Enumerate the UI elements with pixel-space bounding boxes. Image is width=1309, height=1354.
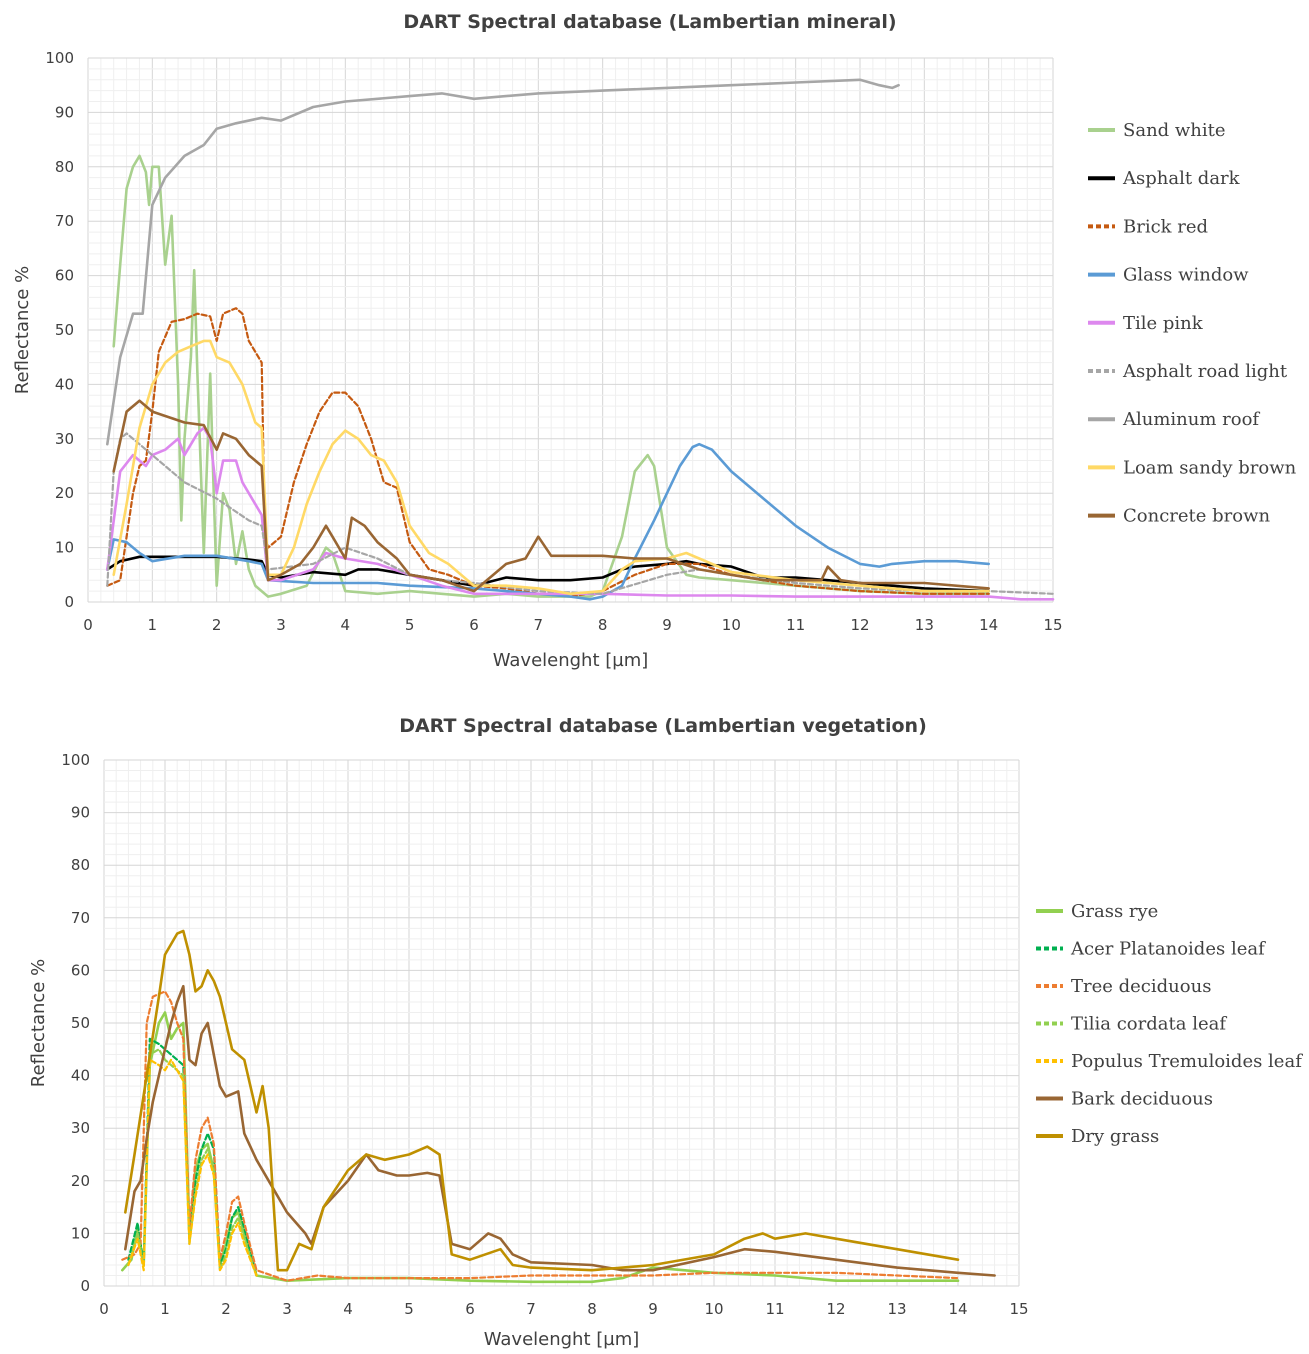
y-tick-label: 60 (55, 267, 74, 285)
x-tick-label: 7 (526, 1300, 536, 1318)
x-tick-label: 10 (722, 616, 741, 634)
series-line-sand-white (112, 154, 990, 598)
x-tick-label: 1 (148, 616, 158, 634)
x-tick-label: 13 (915, 616, 934, 634)
x-tick-label: 1 (160, 1300, 170, 1318)
legend-entry: Tree deciduous (1071, 976, 1211, 997)
y-tick-label: 40 (55, 375, 74, 393)
legend-entry: Loam sandy brown (1123, 457, 1297, 478)
y-tick-label: 90 (55, 103, 74, 121)
x-tick-label: 3 (282, 1300, 292, 1318)
legend-entry: Acer Platanoides leaf (1070, 939, 1266, 960)
y-tick-label: 100 (61, 751, 90, 769)
legend-entry: Asphalt dark (1122, 168, 1241, 189)
legend-entry: Tile pink (1123, 313, 1204, 334)
legend-entry: Concrete brown (1123, 506, 1271, 527)
x-tick-label: 11 (765, 1300, 784, 1318)
series-line-aluminum-roof (106, 78, 900, 446)
legend-entry: Tilia cordata leaf (1071, 1014, 1227, 1035)
series-line-brick-red (106, 307, 990, 598)
x-tick-label: 2 (212, 616, 222, 634)
x-tick-label: 6 (469, 616, 479, 634)
y-tick-label: 20 (55, 484, 74, 502)
y-tick-label: 30 (71, 1119, 90, 1137)
x-tick-label: 13 (887, 1300, 906, 1318)
series-line-glass-window (106, 442, 990, 601)
chart-title: DART Spectral database (Lambertian veget… (399, 715, 927, 737)
y-axis-label: Reflectance % (28, 959, 49, 1087)
x-axis-label: Wavelenght [µm] (484, 1329, 640, 1350)
y-tick-label: 0 (64, 593, 74, 611)
series-line-populus-tremuloides-leaf (127, 1058, 258, 1277)
y-tick-label: 80 (55, 158, 74, 176)
legend-entry: Sand white (1123, 120, 1226, 141)
x-tick-label: 8 (587, 1300, 597, 1318)
y-tick-label: 40 (71, 1067, 90, 1085)
legend: Sand white Asphalt dark Brick red Glass win… (1088, 120, 1297, 527)
x-tick-label: 7 (534, 616, 544, 634)
x-tick-label: 5 (405, 616, 415, 634)
y-tick-label: 0 (80, 1277, 90, 1295)
x-axis-label: Wavelenght [µm] (493, 650, 649, 671)
x-tick-label: 5 (404, 1300, 414, 1318)
y-tick-label: 10 (55, 539, 74, 557)
y-tick-label: 100 (45, 49, 74, 67)
series-line-concrete-brown (112, 399, 990, 593)
x-tick-label: 6 (465, 1300, 475, 1318)
x-tick-label: 14 (948, 1300, 967, 1318)
chart-title: DART Spectral database (Lambertian miner… (403, 11, 896, 33)
legend-entry: Brick red (1123, 216, 1208, 237)
legend: Grass rye Acer Platanoides leaf Tree decid… (1036, 901, 1303, 1147)
x-tick-label: 9 (662, 616, 672, 634)
x-tick-label: 15 (1009, 1300, 1028, 1318)
x-tick-label: 15 (1043, 616, 1062, 634)
legend-entry: Dry grass (1071, 1126, 1159, 1147)
legend-entry: Grass rye (1071, 901, 1158, 922)
x-tick-label: 12 (826, 1300, 845, 1318)
x-tick-label: 0 (99, 1300, 109, 1318)
x-tick-label: 0 (83, 616, 93, 634)
y-axis-label: Reflectance % (12, 266, 33, 394)
x-tick-label: 4 (343, 1300, 353, 1318)
y-tick-label: 50 (71, 1014, 90, 1032)
y-tick-label: 80 (71, 856, 90, 874)
y-tick-label: 20 (71, 1172, 90, 1190)
x-tick-label: 3 (276, 616, 286, 634)
series-lines (106, 78, 1055, 601)
legend-entry: Glass window (1123, 265, 1249, 286)
x-tick-label: 2 (221, 1300, 231, 1318)
x-tick-label: 4 (341, 616, 351, 634)
series-line-tile-pink (106, 426, 1055, 601)
legend-entry: Populus Tremuloides leaf (1071, 1051, 1303, 1072)
x-tick-label: 11 (786, 616, 805, 634)
legend-entry: Asphalt road light (1122, 361, 1288, 382)
y-tick-label: 50 (55, 321, 74, 339)
x-tick-label: 12 (850, 616, 869, 634)
chart-2: DART Spectral database (Lambertian veget… (28, 715, 1303, 1350)
series-line-dry-grass (124, 929, 960, 1272)
series-line-tree-deciduous (121, 990, 960, 1282)
series-line-bark-deciduous (124, 984, 996, 1277)
legend-entry: Aluminum roof (1122, 409, 1260, 430)
gridlines (87, 57, 1054, 603)
y-tick-label: 70 (71, 909, 90, 927)
y-tick-label: 70 (55, 212, 74, 230)
y-tick-label: 30 (55, 430, 74, 448)
y-tick-label: 60 (71, 961, 90, 979)
chart-1: DART Spectral database (Lambertian miner… (12, 11, 1297, 671)
series-lines (121, 929, 996, 1284)
x-tick-label: 8 (598, 616, 608, 634)
x-tick-label: 10 (704, 1300, 723, 1318)
x-tick-label: 9 (648, 1300, 658, 1318)
legend-entry: Bark deciduous (1071, 1089, 1213, 1110)
y-tick-label: 10 (71, 1224, 90, 1242)
y-tick-label: 90 (71, 804, 90, 822)
x-tick-label: 14 (979, 616, 998, 634)
